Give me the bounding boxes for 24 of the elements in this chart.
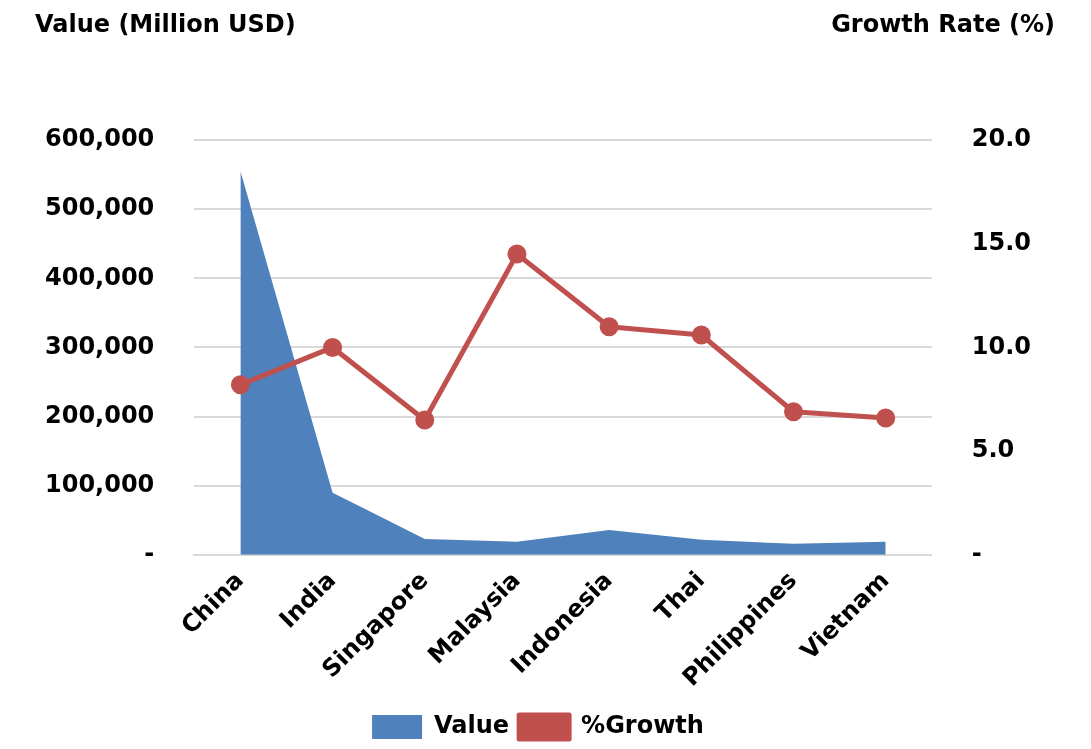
point	[784, 402, 804, 422]
y-tick-label: 500,000	[45, 193, 155, 222]
y-tick-label: -	[144, 539, 155, 568]
legend-label: %Growth	[581, 711, 704, 740]
y-tick-label: 400,000	[45, 262, 155, 291]
point	[691, 325, 711, 345]
point	[876, 408, 896, 428]
y-tick-label: 600,000	[45, 124, 155, 153]
point	[599, 317, 619, 337]
y2-axis-title: Growth Rate (%)	[831, 10, 1055, 39]
y2-tick-label: -	[971, 539, 982, 568]
y2-tick-label: 5.0	[971, 435, 1015, 464]
y2-tick-label: 15.0	[971, 227, 1031, 256]
point	[230, 375, 250, 395]
y-tick-label: 300,000	[45, 331, 155, 360]
y-tick-label: 200,000	[45, 400, 155, 429]
point	[507, 244, 527, 264]
legend-label: Value	[434, 711, 510, 740]
y-tick-label: 100,000	[45, 469, 155, 498]
y-axis-title: Value (Million USD)	[35, 10, 296, 39]
point	[323, 337, 343, 357]
y2-tick-label: 20.0	[971, 124, 1031, 153]
y2-tick-label: 10.0	[971, 331, 1031, 360]
point	[415, 410, 435, 430]
